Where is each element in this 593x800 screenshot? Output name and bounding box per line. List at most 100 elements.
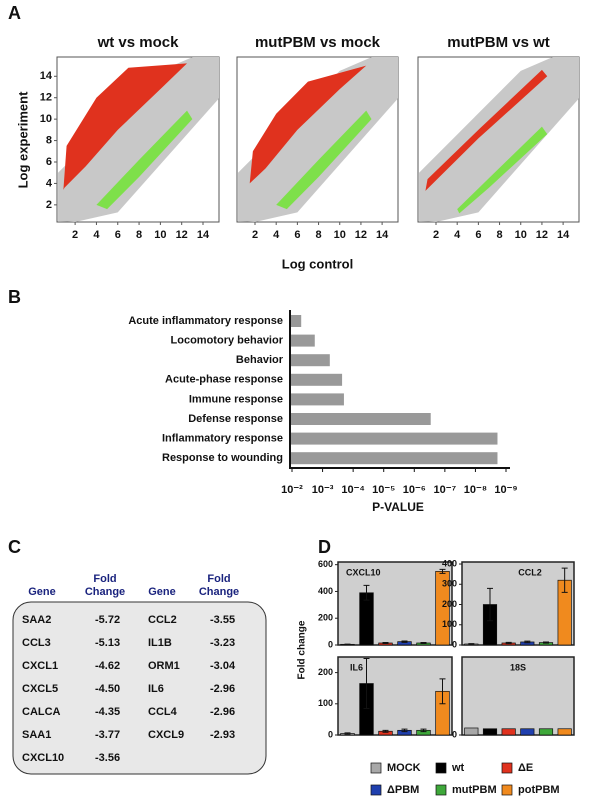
bar: [290, 452, 498, 465]
panel-label: B: [8, 287, 21, 307]
y-tick-label: 100: [442, 619, 457, 629]
table-cell: -2.93: [210, 729, 235, 741]
legend-label: ΔPBM: [387, 784, 419, 796]
y-tick-label: 0: [452, 639, 457, 649]
y-tick-label: 2: [46, 199, 52, 211]
x-tick-label: 10⁻⁵: [372, 484, 395, 496]
error-bar: [487, 587, 493, 622]
error-bar: [344, 643, 351, 646]
error-bar: [363, 584, 370, 601]
category-label: Immune response: [189, 393, 283, 405]
y-tick-label: 0: [328, 639, 333, 649]
chart-title: wt vs mock: [97, 34, 180, 51]
error-bar: [561, 567, 568, 593]
x-tick-label: 10: [154, 229, 166, 241]
panel-label: A: [8, 3, 21, 23]
error-bar: [439, 568, 446, 574]
x-tick-label: 6: [475, 229, 481, 241]
error-bar: [363, 658, 370, 709]
table-cell: -5.72: [95, 614, 120, 626]
table-cell: -3.04: [210, 660, 236, 672]
y-tick-label: 200: [318, 613, 333, 623]
point-cloud: [276, 110, 372, 210]
y-axis-label: Log experiment: [15, 91, 30, 188]
chart-title: IL6: [350, 662, 363, 672]
plot-frame: [337, 561, 453, 646]
error-bar: [543, 641, 549, 644]
x-tick-label: 4: [454, 229, 461, 241]
legend-swatch: [501, 762, 513, 774]
bar: [538, 728, 554, 736]
y-tick-label: 400: [318, 586, 333, 596]
error-bar: [420, 641, 427, 645]
table-cell: CXCL1: [22, 660, 58, 672]
point-cloud: [249, 65, 367, 184]
bar: [290, 413, 431, 425]
bar: [290, 354, 330, 367]
x-tick-label: 12: [176, 229, 188, 241]
x-axis-label: P-VALUE: [372, 500, 424, 514]
category-label: Acute inflammatory response: [128, 315, 283, 327]
error-bar: [468, 643, 475, 645]
x-tick-label: 8: [315, 229, 321, 241]
y-tick-label: 0: [328, 729, 333, 739]
table-cell: CALCA: [22, 706, 61, 718]
point-cloud-group: [419, 57, 579, 222]
error-bar: [401, 728, 408, 733]
x-tick-label: 12: [355, 229, 367, 241]
category-label: Locomotory behavior: [171, 335, 284, 347]
category-label: Behavior: [236, 354, 284, 366]
error-bar: [401, 640, 408, 643]
x-tick-label: 6: [115, 229, 121, 241]
x-tick-label: 14: [557, 229, 570, 241]
bar: [501, 728, 516, 736]
chart-title: 18S: [510, 662, 526, 672]
table-cell: CCL4: [148, 706, 178, 718]
legend-swatch: [435, 784, 447, 796]
point-cloud: [96, 110, 193, 210]
table-cell: CXCL9: [148, 729, 184, 741]
table-cell: SAA2: [22, 614, 51, 626]
legend-label: mutPBM: [452, 784, 497, 796]
table-cell: IL1B: [148, 637, 172, 649]
legend-label: ΔE: [518, 762, 533, 774]
table-cell: CCL2: [148, 614, 177, 626]
table-cell: IL6: [148, 683, 164, 695]
table-header: Fold Change: [198, 573, 240, 598]
bar: [290, 315, 302, 327]
y-tick-label: 0: [452, 729, 457, 739]
x-tick-label: 10⁻⁷: [434, 484, 457, 496]
chart-title: mutPBM vs mock: [255, 34, 381, 51]
x-tick-label: 2: [72, 229, 78, 241]
x-tick-label: 10⁻³: [312, 484, 334, 496]
x-tick-label: 4: [273, 229, 280, 241]
chart-title: mutPBM vs wt: [447, 34, 550, 51]
y-tick-label: 12: [40, 92, 52, 104]
table-cell: -4.50: [95, 683, 120, 695]
y-tick-label: 200: [442, 599, 457, 609]
y-tick-label: 400: [442, 558, 457, 568]
x-tick-label: 4: [93, 229, 100, 241]
y-tick-label: 8: [46, 134, 52, 146]
y-axis-label: Fold change: [297, 620, 308, 679]
error-bar: [344, 732, 351, 735]
bar: [557, 728, 572, 736]
error-bar: [505, 641, 512, 645]
y-tick-label: 10: [40, 113, 52, 125]
x-tick-label: 12: [536, 229, 548, 241]
legend-swatch: [370, 762, 382, 774]
x-tick-label: 10⁻⁹: [494, 484, 517, 496]
legend-swatch: [501, 784, 513, 796]
category-label: Defense response: [188, 413, 283, 425]
table-cell: -2.96: [210, 683, 235, 695]
x-tick-label: 2: [252, 229, 258, 241]
table-box: [12, 601, 267, 775]
y-tick-label: 100: [318, 698, 333, 708]
bar: [482, 728, 498, 736]
bar: [290, 393, 344, 406]
point-cloud: [58, 57, 219, 222]
chart-title: CCL2: [518, 567, 542, 577]
category-label: Response to wounding: [162, 452, 283, 464]
y-tick-label: 200: [318, 667, 333, 677]
